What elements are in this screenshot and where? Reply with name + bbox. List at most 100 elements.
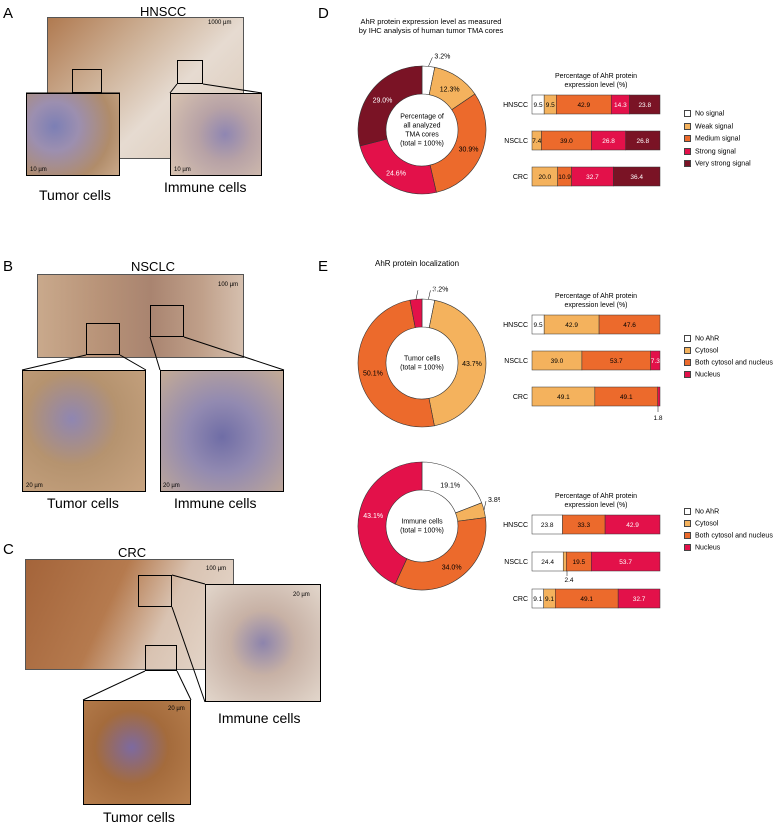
- hnscc-tumor-zoom-image: [26, 93, 120, 176]
- donut-center-text: Tumor cells: [404, 356, 440, 363]
- label-a-immune-cells: Immune cells: [164, 179, 247, 195]
- legend-swatch: [684, 532, 691, 539]
- legend-swatch: [684, 544, 691, 551]
- donut-leader-line: [415, 290, 419, 300]
- donut-center-text: (total = 100%): [400, 141, 444, 148]
- legend-item-no-ahr: No AhR: [684, 508, 719, 515]
- legend-label: No AhR: [695, 508, 720, 516]
- donut-slice-medium-signal: [429, 93, 487, 193]
- bar-value-label: 9.5: [534, 102, 543, 109]
- bar-category-label: CRC: [513, 596, 528, 603]
- bar-annotation-label: 1.8: [653, 415, 662, 420]
- donut-e-tumor: 3.2% 43.7% 50.1% 3.0% Tumor cells (total = 10…: [357, 286, 487, 428]
- legend-item-weak-signal: Weak signal: [684, 122, 734, 130]
- bar-segment-cytosol: [562, 551, 567, 572]
- donut-center-text: (total = 100%): [400, 365, 444, 372]
- bars-title: expression level (%): [564, 302, 627, 309]
- bar-segment-nucleus: [657, 386, 661, 407]
- zoom-box-c-upper: [138, 575, 172, 607]
- legend-swatch: [684, 508, 691, 515]
- donut-center-text: Percentage of: [400, 114, 444, 121]
- donut-leader-line: [428, 57, 433, 67]
- donut-slice-both-cytosol-and-nucleus: [357, 299, 435, 428]
- donut-label: 29.0%: [373, 97, 393, 104]
- bar-value-label: 49.1: [557, 394, 570, 401]
- legend-item-no-signal: No signal: [684, 110, 724, 117]
- bar-segment-very-strong-signal: [625, 130, 661, 151]
- bar-value-label: 42.9: [626, 522, 639, 529]
- nsclc-tumor-zoom-image: [22, 370, 146, 492]
- bar-annotation-label: 2.4: [564, 577, 573, 584]
- bar-segment-nucleus: [650, 350, 661, 371]
- bars-title: Percentage of AhR protein: [555, 493, 637, 500]
- bar-segment-nucleus: [591, 551, 661, 572]
- stacked-bars-e-immune: Percentage of AhR protein expression leve…: [503, 493, 661, 609]
- bar-segment-both-cytosol-and-nucleus: [598, 314, 661, 335]
- legend-swatch: [684, 359, 691, 366]
- panel-letter-b: B: [3, 258, 14, 275]
- scale-bar-a-main: 1000 µm: [208, 20, 231, 26]
- bars-title: expression level (%): [564, 502, 627, 509]
- panel-letter-e: E: [318, 258, 329, 275]
- legend-label: Weak signal: [695, 122, 734, 130]
- stacked-bars-d: Percentage of AhR protein expression leve…: [503, 73, 661, 187]
- zoom-box-a-right: [177, 60, 203, 84]
- legend-item-both-cytosol-and-nucleus: Both cytosol and nucleus: [684, 359, 773, 366]
- panel-d-title-line1: AhR protein expression level as measured: [360, 17, 502, 26]
- zoom-box-a-left: [72, 69, 102, 93]
- legend-swatch: [684, 160, 691, 167]
- panel-e-title: AhR protein localization: [375, 259, 460, 268]
- donut-label: 43.7%: [462, 361, 482, 368]
- legend-swatch: [684, 110, 691, 117]
- bar-value-label: 26.8: [602, 138, 615, 145]
- donut-center-text: (total = 100%): [400, 528, 444, 535]
- bar-value-label: 7.4: [532, 138, 541, 145]
- legend-label: No AhR: [695, 335, 720, 343]
- legend-swatch: [684, 347, 691, 354]
- panel-letter-a: A: [3, 5, 14, 22]
- bar-value-label: 47.6: [623, 322, 636, 329]
- bar-value-label: 14.3: [614, 102, 627, 109]
- bar-value-label: 19.5: [572, 559, 585, 566]
- bar-value-label: 24.4: [541, 559, 554, 566]
- donut-d: 3.2% 12.3% 30.9% 24.6% 29.0% Percentage of all…: [357, 53, 487, 195]
- legend-label: Both cytosol and nucleus: [695, 359, 773, 367]
- bar-value-label: 9.1: [545, 596, 554, 603]
- scale-bar-c-zoom1: 20 µm: [293, 592, 310, 598]
- donut-label: 3.0%: [420, 286, 436, 293]
- legend-swatch: [684, 520, 691, 527]
- donut-slice-cytosol: [428, 299, 487, 427]
- legend-item-medium-signal: Medium signal: [684, 135, 740, 142]
- bars-title: Percentage of AhR protein: [555, 73, 637, 80]
- donut-label: 24.6%: [386, 171, 406, 178]
- bar-category-label: NSCLC: [504, 559, 528, 566]
- bar-segment-nucleus: [617, 588, 661, 609]
- legend-item-both-cytosol-and-nucleus: Both cytosol and nucleus: [684, 532, 773, 539]
- legend-label: Cytosol: [695, 347, 719, 355]
- legend-label: Nucleus: [695, 371, 721, 379]
- bar-value-label: 32.7: [586, 174, 599, 181]
- bar-value-label: 26.8: [637, 138, 650, 145]
- legend-label: Medium signal: [695, 135, 741, 143]
- donut-label: 19.1%: [440, 483, 460, 490]
- label-b-immune-cells: Immune cells: [174, 495, 257, 511]
- panel-d-title: AhR protein expression level as measured…: [356, 17, 506, 35]
- legend-label: Both cytosol and nucleus: [695, 532, 773, 540]
- donut-label: 3.2%: [434, 53, 450, 60]
- legend-item-strong-signal: Strong signal: [684, 147, 736, 155]
- donut-label: 3.8%: [488, 497, 500, 504]
- bar-segment-very-strong-signal: [613, 166, 661, 187]
- bar-value-label: 42.9: [565, 322, 578, 329]
- crc-immune-zoom-image: [205, 584, 321, 702]
- donut-center-text: TMA cores: [405, 132, 439, 139]
- crc-overview-image: [25, 559, 234, 670]
- stacked-bars-e-tumor: Percentage of AhR protein expression leve…: [503, 293, 663, 420]
- scale-bar-a-right: 10 µm: [174, 167, 191, 173]
- bar-category-label: CRC: [513, 174, 528, 181]
- legend-label: Strong signal: [695, 147, 736, 155]
- scale-bar-c-zoom2: 20 µm: [168, 706, 185, 712]
- donut-label: 43.1%: [363, 513, 383, 520]
- panel-a-title: HNSCC: [140, 4, 187, 19]
- legend-item-nucleus: Nucleus: [684, 544, 720, 551]
- legend-item-nucleus: Nucleus: [684, 371, 720, 378]
